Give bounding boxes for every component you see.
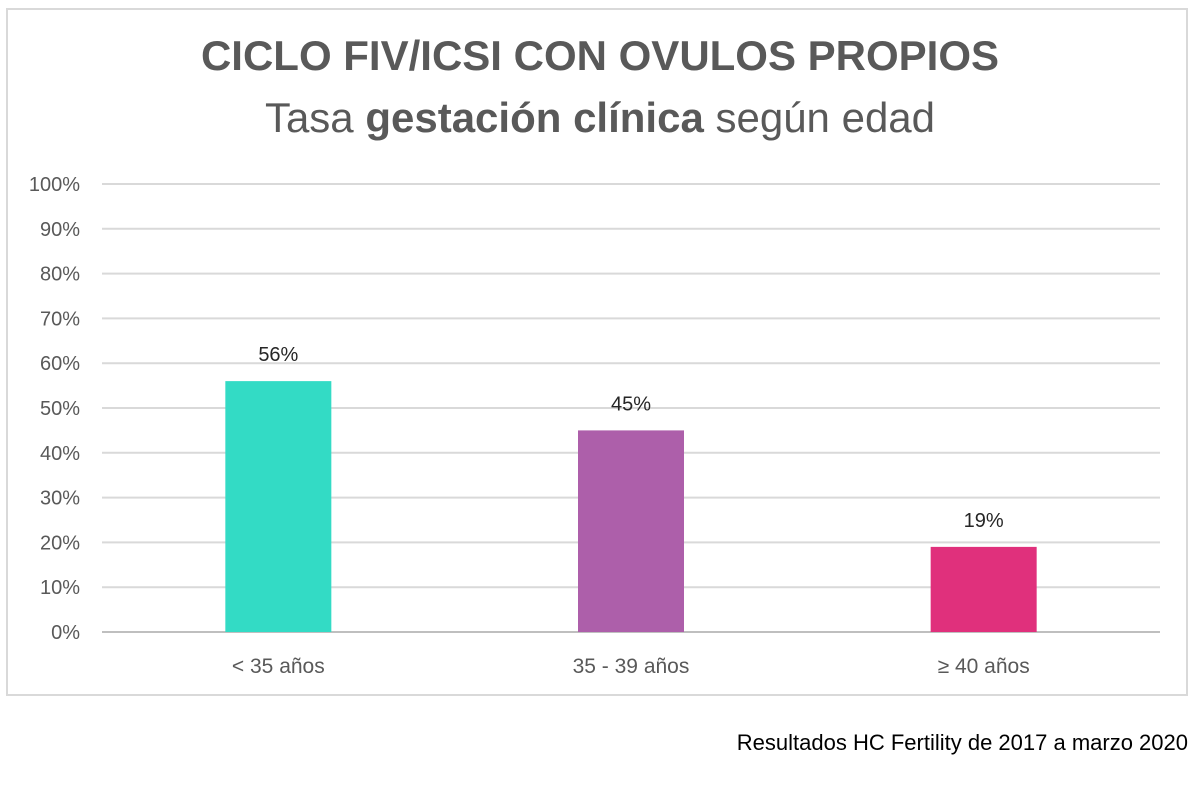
bar [930,546,1037,632]
y-tick-label: 80% [40,264,80,286]
x-tick-label: ≥ 40 años [938,655,1030,678]
bar [578,430,684,632]
y-tick-label: 90% [40,219,80,241]
y-tick-label: 20% [40,532,80,554]
y-tick-label: 0% [51,622,80,644]
y-tick-label: 30% [40,488,80,510]
y-tick-label: 40% [40,443,80,465]
bar [225,381,332,632]
chart-subtitle: Tasa gestación clínica según edad [0,94,1200,142]
x-tick-label: < 35 años [232,655,325,678]
y-tick-label: 50% [40,398,80,420]
subtitle-part-2: gestación clínica [365,94,704,141]
data-label: 19% [964,510,1004,532]
data-label: 45% [611,393,651,415]
data-label: 56% [258,344,298,366]
footnote: Resultados HC Fertility de 2017 a marzo … [736,730,1188,755]
chart-title: CICLO FIV/ICSI CON OVULOS PROPIOS [200,32,1000,79]
x-tick-label: 35 - 39 años [573,655,690,678]
subtitle-part-1: Tasa [264,94,366,141]
y-tick-label: 60% [40,353,80,375]
y-tick-label: 10% [40,577,80,599]
y-tick-label: 70% [40,308,80,330]
subtitle-part-3: según edad [703,94,936,141]
bar-chart: 0% 10% 20% 30% 40% 50% 60% 70% 80% 90% 100% 56% < 35… [29,174,1160,678]
y-tick-label: 100% [29,174,80,196]
